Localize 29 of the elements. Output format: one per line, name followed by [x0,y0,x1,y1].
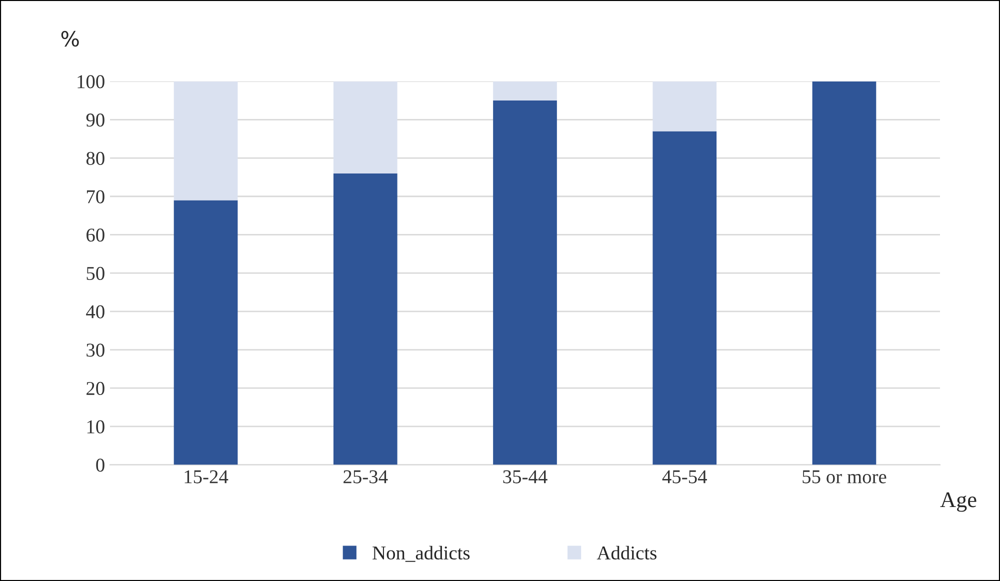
bar [812,81,876,465]
x-tick-label: 45-54 [662,470,707,484]
y-tick-label: 100 [78,75,104,88]
bar [174,200,238,465]
x-tick-label: 25-34 [344,470,388,484]
bar [652,81,717,132]
x-axis-title: Age [940,492,976,512]
bar [333,173,398,465]
x-tick-label: 35-44 [503,470,548,484]
bar [493,81,557,101]
y-tick-label: 90 [86,114,104,127]
x-tick-label: 15-24 [184,470,228,484]
y-tick-label: 50 [86,266,104,280]
y-tick-label: 30 [86,344,104,357]
y-tick-label: 80 [86,152,104,165]
y-tick-label: 40 [86,305,104,318]
y-tick-label: 10 [87,420,104,434]
y-tick-label: 0 [96,458,104,472]
bar [333,81,398,174]
legend-label: Addicts [596,546,656,560]
bar [174,81,238,200]
y-tick-label: 70 [86,190,104,204]
bar [652,131,717,465]
x-tick-label: 55 or more [802,470,886,484]
y-axis-title: % [61,30,79,47]
y-tick-label: 60 [86,228,104,242]
y-tick-label: 20 [86,382,104,396]
legend-label: Non_addicts [372,546,470,562]
bar [493,100,557,465]
